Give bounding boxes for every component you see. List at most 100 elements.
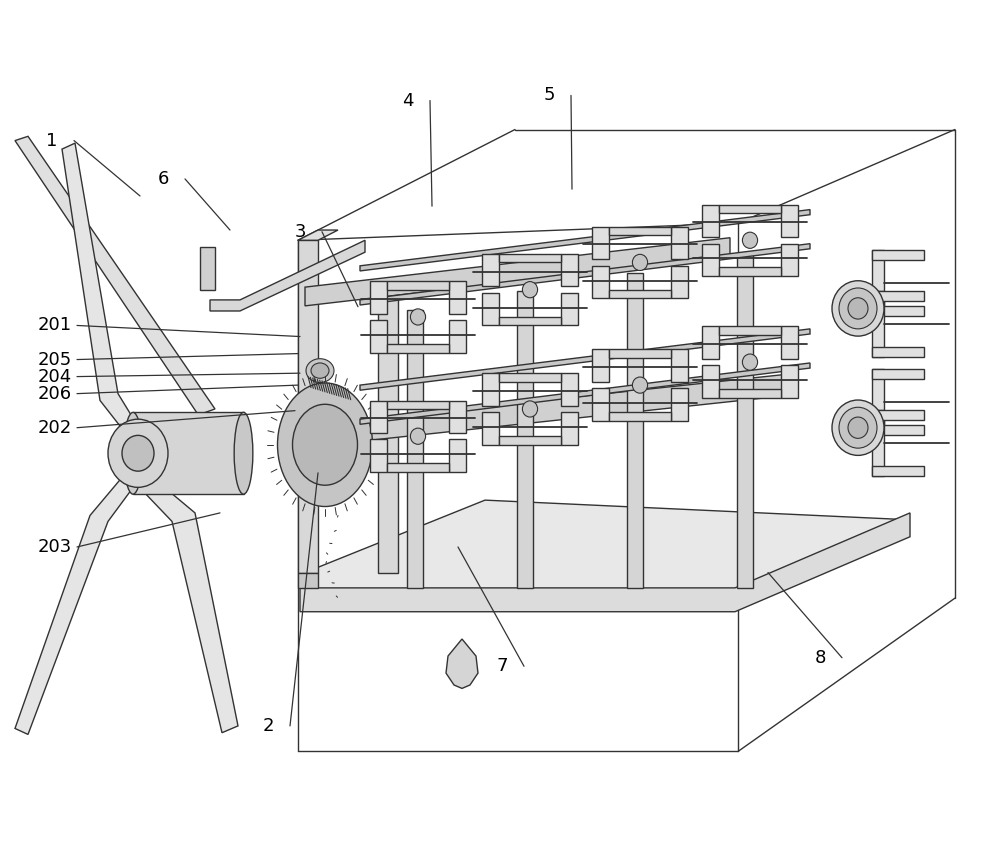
Polygon shape [370,400,387,433]
Polygon shape [781,244,798,276]
Polygon shape [702,204,719,237]
Polygon shape [872,306,924,316]
Polygon shape [499,317,561,325]
Polygon shape [561,254,578,286]
Text: 7: 7 [496,657,508,676]
Polygon shape [592,389,609,421]
Ellipse shape [742,232,758,249]
Polygon shape [872,369,924,379]
Polygon shape [449,440,466,472]
Polygon shape [781,326,798,359]
Polygon shape [609,412,671,421]
Ellipse shape [311,363,329,378]
Polygon shape [305,238,730,306]
Polygon shape [449,281,466,314]
Polygon shape [407,310,423,588]
Polygon shape [446,639,478,688]
Polygon shape [561,293,578,325]
Polygon shape [387,463,449,472]
Polygon shape [499,373,561,382]
Polygon shape [370,440,387,472]
Polygon shape [308,375,785,446]
Polygon shape [482,254,499,286]
Polygon shape [671,266,688,298]
Polygon shape [872,369,884,435]
Polygon shape [781,204,798,237]
Ellipse shape [124,412,142,494]
Polygon shape [482,412,499,445]
Polygon shape [482,373,499,406]
Ellipse shape [848,417,868,438]
Polygon shape [872,466,924,476]
Text: 1: 1 [46,131,58,150]
Polygon shape [609,290,671,298]
Polygon shape [872,410,924,420]
Polygon shape [15,470,142,734]
Text: 3: 3 [294,222,306,241]
Ellipse shape [108,419,168,487]
Ellipse shape [122,435,154,471]
Ellipse shape [832,400,884,455]
Polygon shape [370,320,387,353]
Polygon shape [702,326,719,359]
Text: 205: 205 [38,350,72,369]
Polygon shape [387,281,449,290]
Polygon shape [298,230,338,240]
Text: 206: 206 [38,384,72,403]
Ellipse shape [632,254,648,271]
Ellipse shape [839,407,877,448]
Polygon shape [702,244,719,276]
Ellipse shape [278,383,372,506]
Polygon shape [737,254,753,588]
Polygon shape [872,410,884,476]
Polygon shape [449,400,466,433]
Polygon shape [872,250,884,316]
Polygon shape [298,573,318,588]
Polygon shape [360,210,810,271]
Polygon shape [370,281,387,314]
Ellipse shape [832,280,884,337]
Polygon shape [702,366,719,398]
Text: 6: 6 [157,170,169,188]
Polygon shape [872,291,924,301]
Text: 8: 8 [814,648,826,667]
Polygon shape [719,268,781,276]
Text: 201: 201 [38,316,72,335]
Ellipse shape [839,288,877,329]
Polygon shape [133,412,244,494]
Ellipse shape [410,428,426,445]
Polygon shape [300,513,910,612]
Polygon shape [210,240,365,311]
Polygon shape [719,326,781,335]
Polygon shape [592,227,609,259]
Polygon shape [627,273,643,588]
Polygon shape [62,143,142,436]
Polygon shape [378,291,398,573]
Text: 5: 5 [543,86,555,105]
Polygon shape [671,227,688,259]
Polygon shape [360,244,810,305]
Polygon shape [387,344,449,353]
Polygon shape [482,293,499,325]
Ellipse shape [848,298,868,319]
Polygon shape [719,204,781,213]
Polygon shape [298,240,318,573]
Ellipse shape [234,412,253,494]
Polygon shape [671,349,688,382]
Polygon shape [305,500,908,592]
Polygon shape [378,281,418,291]
Polygon shape [15,136,215,441]
Polygon shape [200,247,215,290]
Ellipse shape [522,400,538,417]
Polygon shape [719,389,781,398]
Polygon shape [561,373,578,406]
Polygon shape [360,363,810,424]
Polygon shape [609,349,671,358]
Text: 2: 2 [262,717,274,735]
Polygon shape [872,291,884,357]
Ellipse shape [742,354,758,370]
Polygon shape [872,347,924,357]
Polygon shape [561,412,578,445]
Text: 4: 4 [402,91,414,110]
Polygon shape [872,425,924,435]
